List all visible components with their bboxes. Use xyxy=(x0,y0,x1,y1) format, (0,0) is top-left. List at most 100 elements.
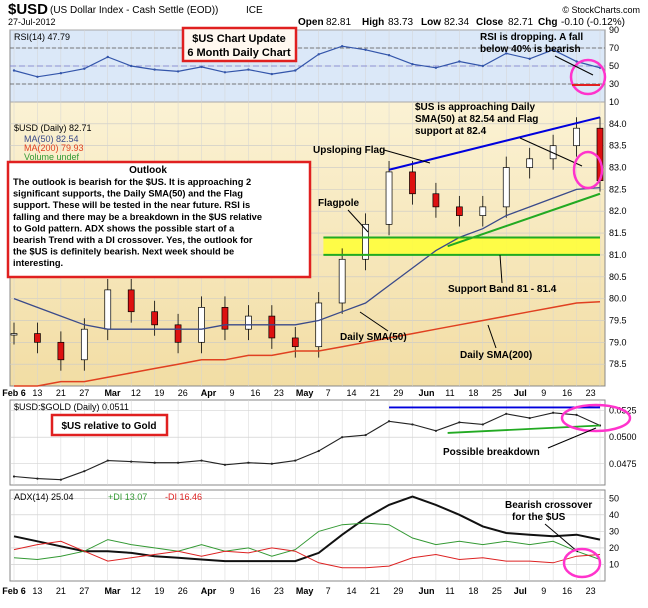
support-band xyxy=(323,237,600,255)
rsi-point xyxy=(270,72,274,76)
rsi-tick-label: 90 xyxy=(609,25,619,35)
rsi-point xyxy=(153,68,156,71)
source-credit: © StockCharts.com xyxy=(562,5,640,15)
x-tick-label: 14 xyxy=(347,586,357,596)
candle-body xyxy=(34,333,41,343)
x-tick-label: 21 xyxy=(56,586,66,596)
gold-ratio-panel xyxy=(9,399,606,486)
x-tick-label: 27 xyxy=(79,586,89,596)
adx-tick-label: 50 xyxy=(609,493,619,503)
outlook-line: the $US is definitely bearish. Next week… xyxy=(13,247,234,257)
gold-ratio-line xyxy=(13,412,601,481)
close-value: 82.71 xyxy=(508,17,533,28)
high-value: 83.73 xyxy=(388,17,413,28)
gold-ratio-point xyxy=(434,429,438,432)
x-tick-label: 26 xyxy=(178,586,188,596)
sma50-label: Daily SMA(50) xyxy=(340,332,407,343)
bearish-pointer xyxy=(544,523,579,553)
gold-ratio-point xyxy=(481,423,484,426)
rsi-point xyxy=(106,55,109,59)
price-tick-label: 78.5 xyxy=(609,359,627,369)
x-tick-label: Jun xyxy=(419,586,435,596)
gold-ratio-point xyxy=(575,413,578,416)
chart-date: 27-Jul-2012 xyxy=(8,17,56,27)
gold-legend-text: $USD:$GOLD (Daily) 0.0511 xyxy=(14,402,129,412)
gold-ratio-point xyxy=(176,461,180,464)
rsi-point xyxy=(387,54,391,57)
rsi-note-2: below 40% is bearish xyxy=(480,44,581,55)
axis-ticks: 90 70 50 30 10 84.0 83.5 83.0 82.5 82.0 81.5 81.0 80… xyxy=(609,25,637,569)
x-tick-label: Jul xyxy=(514,388,527,398)
x-tick-label: 21 xyxy=(370,388,380,398)
chg-value: -0.10 (-0.12%) xyxy=(561,17,625,28)
rsi-point xyxy=(294,69,297,72)
price-tick-label: 79.5 xyxy=(609,315,627,325)
annotations: $US Chart Update 6 Month Daily Chart RSI… xyxy=(6,26,632,579)
x-tick-label: 9 xyxy=(229,388,234,398)
x-tick-label: 13 xyxy=(32,586,42,596)
candle-body xyxy=(268,315,276,339)
candle-body xyxy=(174,324,182,343)
rsi-point xyxy=(364,48,367,51)
gold-tick-label: 0.0500 xyxy=(609,432,637,442)
candle-body xyxy=(151,311,158,326)
rsi-note-pointer xyxy=(554,55,594,76)
rsi-legend-text: RSI(14) 47.79 xyxy=(14,32,70,42)
rsi-tick-label: 50 xyxy=(609,61,619,71)
candle-body xyxy=(409,171,416,195)
x-tick-label: 23 xyxy=(586,388,596,398)
price-tick-label: 79.0 xyxy=(609,337,627,347)
gold-ratio-point xyxy=(270,462,273,465)
upsloping-flag-label: Upsloping Flag xyxy=(313,145,385,156)
x-tick-label: 29 xyxy=(393,388,403,398)
outlook-line: interesting. xyxy=(13,258,63,268)
x-tick-label: 23 xyxy=(274,388,284,398)
x-tick-label: 18 xyxy=(468,388,478,398)
x-tick-label: 9 xyxy=(541,586,546,596)
relative-gold-label: $US relative to Gold xyxy=(61,421,156,432)
gold-ratio-point xyxy=(317,449,320,453)
price-tick-label: 81.0 xyxy=(609,250,627,260)
plus-di-line xyxy=(13,522,601,561)
gold-ratio-point xyxy=(411,423,414,426)
rsi-tick-label: 30 xyxy=(609,79,619,89)
rsi-point xyxy=(317,53,320,56)
price-tick-label: 82.0 xyxy=(609,206,627,216)
gold-ratio-point xyxy=(341,436,344,439)
candle-body xyxy=(10,333,18,336)
gold-ratio-point xyxy=(130,460,133,463)
sma50-pointer xyxy=(359,311,389,332)
rsi-point xyxy=(434,66,438,70)
support-pointer xyxy=(499,254,503,284)
approach-note-1: $US is approaching Daily xyxy=(415,102,535,113)
adx-legend-text: ADX(14) 25.04 xyxy=(14,492,74,502)
rsi-point xyxy=(176,70,180,73)
approach-note-2: SMA(50) at 82.54 and Flag xyxy=(415,114,538,125)
x-tick-label: 11 xyxy=(445,586,454,596)
adx-panel xyxy=(9,489,606,582)
gold-ratio-point xyxy=(387,420,391,423)
x-tick-label: 12 xyxy=(131,388,141,398)
x-tick-label: 16 xyxy=(250,586,260,596)
candle-body xyxy=(526,158,534,168)
gold-ratio-point xyxy=(200,459,203,462)
chart-update-box xyxy=(181,26,298,63)
candle-body xyxy=(479,206,487,216)
candle-body xyxy=(549,145,557,160)
rsi-point xyxy=(411,62,414,66)
candle-body xyxy=(385,171,393,225)
symbol-name: (US Dollar Index - Cash Settle (EOD)) xyxy=(50,5,218,16)
x-tick-label: 13 xyxy=(32,388,42,398)
price-legend: $USD (Daily) 82.71 MA(50) 82.54 MA(200) … xyxy=(14,123,92,162)
plus-di-legend: +DI 13.07 xyxy=(108,492,147,502)
ma200-legend: MA(200) 79.93 xyxy=(24,143,84,153)
rsi-point xyxy=(575,60,578,63)
minus-di-legend: -DI 16.46 xyxy=(165,492,202,502)
gold-ratio-plot xyxy=(12,406,602,481)
x-tick-label: Feb 6 xyxy=(2,388,26,398)
outlook-line: bearish Trend with a DI crossover. Yes, … xyxy=(13,235,253,245)
approach-pointer xyxy=(519,137,583,167)
gold-ratio-point xyxy=(528,416,531,420)
